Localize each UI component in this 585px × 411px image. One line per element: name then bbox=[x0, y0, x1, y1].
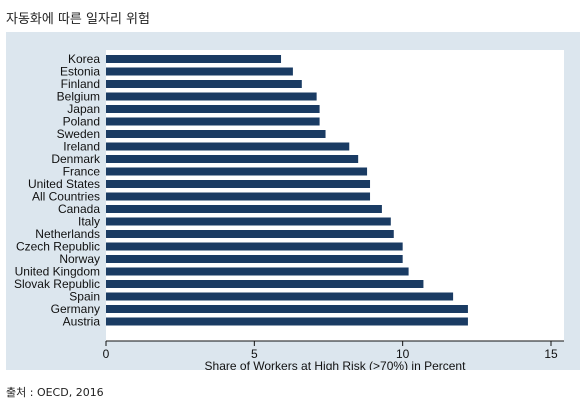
bar-canada bbox=[106, 205, 382, 213]
category-label: Finland bbox=[61, 77, 100, 91]
source-note: 출처 : OECD, 2016 bbox=[6, 386, 104, 399]
bar-finland bbox=[106, 80, 302, 88]
x-tick-label: 5 bbox=[251, 347, 258, 361]
x-tick-label: 10 bbox=[396, 347, 410, 361]
category-label: Belgium bbox=[57, 90, 100, 104]
category-label: Estonia bbox=[60, 65, 100, 79]
chart-frame: Korea Estonia Finland Belgium Japan Poland Swe… bbox=[6, 32, 580, 370]
x-axis-title: Share of Workers at High Risk (>70%) in … bbox=[205, 359, 467, 370]
bar-norway bbox=[106, 255, 403, 263]
category-label: Slovak Republic bbox=[14, 277, 100, 291]
category-labels: KoreaEstoniaFinlandBelgiumJapanPolandSwe… bbox=[14, 52, 101, 329]
category-label: France bbox=[63, 165, 101, 179]
category-label: Canada bbox=[58, 202, 100, 216]
category-label: Korea bbox=[68, 52, 100, 66]
category-label: Poland bbox=[63, 115, 100, 129]
category-label: All Countries bbox=[32, 190, 100, 204]
page-title: 자동화에 따른 일자리 위험 bbox=[6, 12, 150, 27]
bar-estonia bbox=[106, 67, 293, 76]
bar-united-kingdom bbox=[106, 267, 409, 276]
bar-denmark bbox=[106, 155, 359, 163]
bar-sweden bbox=[106, 130, 326, 138]
bar-italy bbox=[106, 217, 391, 226]
category-label: Czech Republic bbox=[16, 240, 100, 254]
bar-united-states bbox=[106, 180, 371, 188]
bar-all-countries bbox=[106, 192, 371, 201]
x-tick-label: 0 bbox=[103, 347, 110, 361]
category-label: Ireland bbox=[63, 140, 100, 154]
category-label: Denmark bbox=[51, 152, 101, 166]
x-ticks: 0 5 10 15 bbox=[103, 341, 558, 361]
category-label: Germany bbox=[51, 302, 100, 316]
bar-spain bbox=[106, 292, 454, 301]
category-label: Netherlands bbox=[35, 227, 100, 241]
bar-czech-republic bbox=[106, 242, 403, 251]
category-label: Spain bbox=[69, 290, 100, 304]
bar-ireland bbox=[106, 142, 350, 151]
bar-japan bbox=[106, 105, 320, 113]
bar-netherlands bbox=[106, 230, 394, 238]
category-label: Norway bbox=[59, 252, 100, 266]
category-label: United Kingdom bbox=[15, 265, 100, 279]
bar-poland bbox=[106, 117, 320, 126]
category-label: Japan bbox=[67, 102, 100, 116]
bar-austria bbox=[106, 317, 468, 326]
bar-france bbox=[106, 167, 368, 176]
bar-korea bbox=[106, 55, 282, 63]
bars-group bbox=[106, 55, 468, 326]
x-tick-label: 15 bbox=[544, 347, 558, 361]
bar-germany bbox=[106, 305, 468, 313]
bar-chart: KoreaEstoniaFinlandBelgiumJapanPolandSwe… bbox=[14, 50, 564, 370]
bar-belgium bbox=[106, 92, 317, 101]
category-label: Italy bbox=[78, 215, 100, 229]
category-label: Sweden bbox=[57, 127, 100, 141]
category-label: United States bbox=[28, 177, 100, 191]
bar-slovak-republic bbox=[106, 280, 424, 288]
category-label: Austria bbox=[63, 315, 101, 329]
